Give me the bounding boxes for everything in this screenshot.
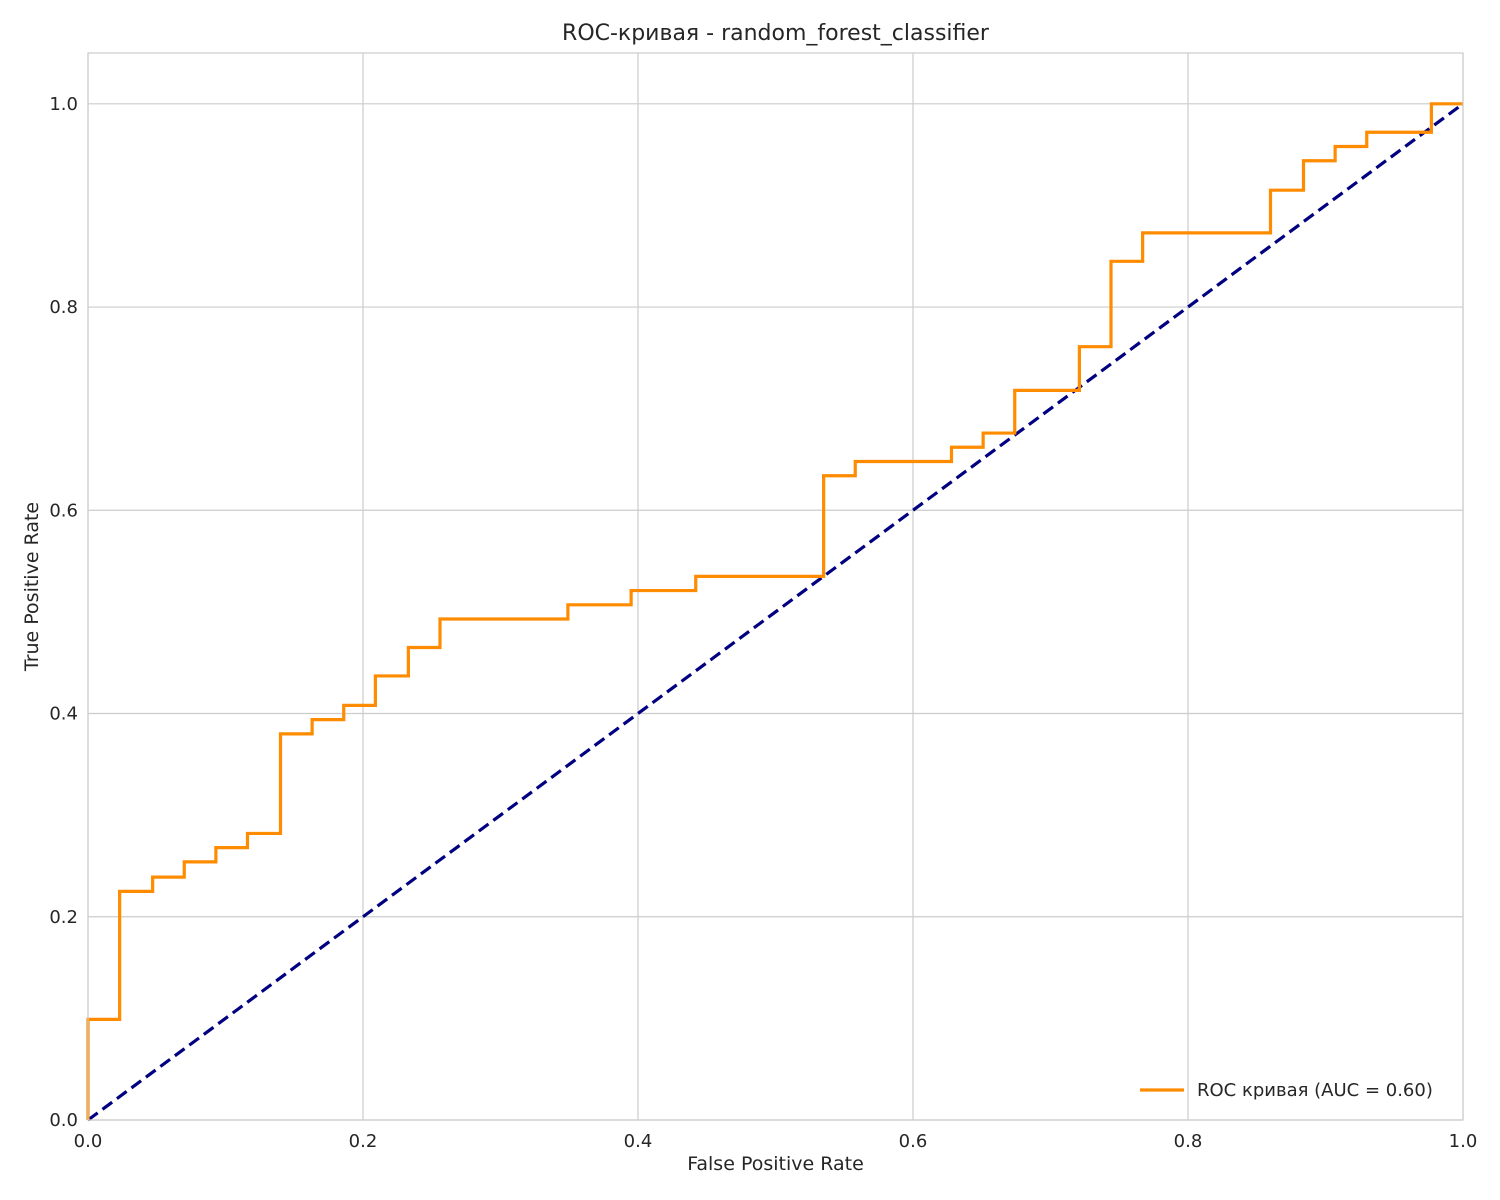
y-tick-label: 0.4	[49, 704, 78, 725]
x-tick-label: 0.8	[1174, 1131, 1203, 1152]
y-tick-label: 0.2	[49, 907, 78, 928]
chart-title: ROC-кривая - random_forest_classifier	[562, 21, 990, 46]
y-tick-label: 0.0	[49, 1110, 78, 1131]
y-tick-label: 0.6	[49, 500, 78, 521]
y-tick-label: 1.0	[49, 94, 78, 115]
x-tick-label: 0.6	[899, 1131, 928, 1152]
y-axis-label: True Positive Rate	[21, 502, 43, 672]
y-tick-label: 0.8	[49, 297, 78, 318]
plot-area	[88, 53, 1463, 1120]
tick-labels: 0.0 0.2 0.4 0.6 0.8 1.0 0.0 0.2 0.4 0.6 0.8 1.0	[49, 94, 1477, 1152]
x-tick-label: 1.0	[1449, 1131, 1478, 1152]
plot-frame	[87, 52, 1464, 1121]
x-tick-label: 0.4	[624, 1131, 653, 1152]
x-axis-label: False Positive Rate	[687, 1153, 864, 1175]
legend-label-roc: ROC кривая (AUC = 0.60)	[1197, 1080, 1433, 1101]
series-lines	[86, 102, 1464, 1122]
legend: ROC кривая (AUC = 0.60)	[1140, 1080, 1433, 1101]
x-tick-label: 0.2	[349, 1131, 378, 1152]
chance-diagonal-line	[87, 102, 1464, 1122]
x-tick-label: 0.0	[74, 1131, 103, 1152]
roc-curve-line	[86, 102, 1463, 1120]
